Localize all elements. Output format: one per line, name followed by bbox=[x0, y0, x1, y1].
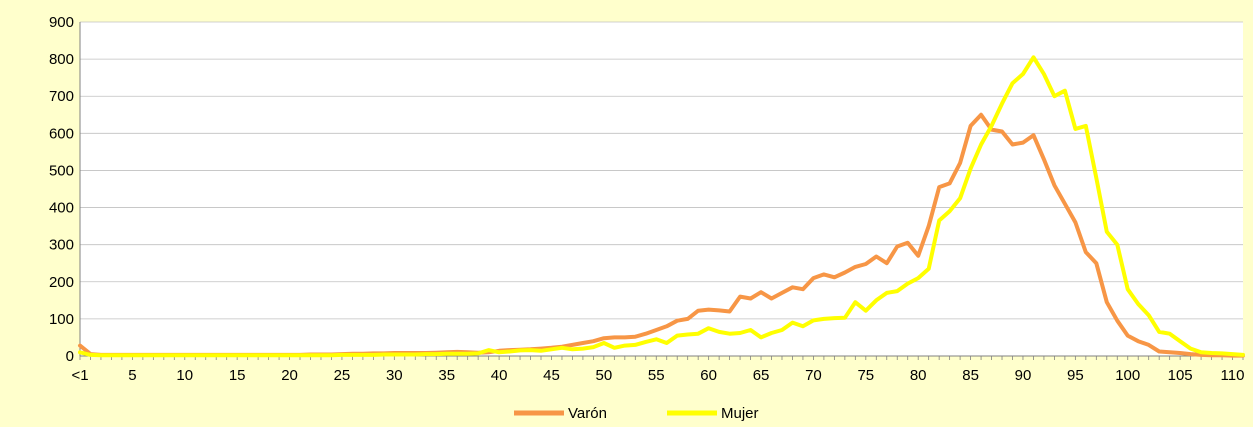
x-tick-label: 5 bbox=[128, 367, 136, 384]
y-tick-label: 700 bbox=[49, 88, 74, 105]
x-tick-label: 65 bbox=[753, 367, 770, 384]
series-lines bbox=[78, 55, 1245, 358]
x-tick-label: 35 bbox=[438, 367, 455, 384]
y-tick-label: 900 bbox=[49, 14, 74, 31]
x-tick-label: 30 bbox=[386, 367, 403, 384]
y-tick-label: 0 bbox=[66, 348, 74, 365]
x-tick-label: 20 bbox=[281, 367, 298, 384]
x-tick-label: 25 bbox=[334, 367, 351, 384]
x-tick-label: 110 bbox=[1221, 367, 1245, 384]
x-tick-label: 105 bbox=[1168, 367, 1193, 384]
x-tick-label: 50 bbox=[596, 367, 613, 384]
y-axis-tick-labels: 0 100 200 300 400 500 600 700 800 900 bbox=[49, 14, 74, 365]
y-tick-label: 600 bbox=[49, 125, 74, 142]
y-tick-label: 200 bbox=[49, 274, 74, 291]
plot-area bbox=[80, 22, 1243, 356]
x-tick-label: 45 bbox=[543, 367, 560, 384]
y-tick-label: 300 bbox=[49, 237, 74, 254]
x-tick-label: 55 bbox=[648, 367, 665, 384]
y-tick-label: 500 bbox=[49, 162, 74, 179]
x-tick-label: 70 bbox=[805, 367, 822, 384]
x-tick-label: 75 bbox=[857, 367, 874, 384]
legend-label-0: Varón bbox=[568, 405, 607, 422]
y-tick-label: 800 bbox=[49, 51, 74, 68]
legend-label-1: Mujer bbox=[721, 405, 759, 422]
legend: Varón Mujer bbox=[514, 405, 759, 422]
x-tick-label: 85 bbox=[962, 367, 979, 384]
y-tick-label: 100 bbox=[49, 311, 74, 328]
x-tick-label: 90 bbox=[1015, 367, 1032, 384]
x-tick-label: 10 bbox=[176, 367, 193, 384]
gridlines bbox=[80, 21, 1243, 320]
x-tick-label: <1 bbox=[71, 367, 88, 384]
x-tick-label: 95 bbox=[1067, 367, 1084, 384]
x-tick-label: 15 bbox=[229, 367, 246, 384]
x-tick-label: 80 bbox=[910, 367, 927, 384]
y-tick-label: 400 bbox=[49, 200, 74, 217]
x-tick-label: 40 bbox=[491, 367, 508, 384]
x-tick-label: 60 bbox=[700, 367, 717, 384]
series-line-1 bbox=[78, 55, 1245, 358]
x-axis-tick-labels: <1 5 10 15 20 25 30 35 40 45 50 55 60 65 70 75 80 85 90 95 1… bbox=[71, 356, 1244, 384]
x-tick-label: 100 bbox=[1115, 367, 1140, 384]
